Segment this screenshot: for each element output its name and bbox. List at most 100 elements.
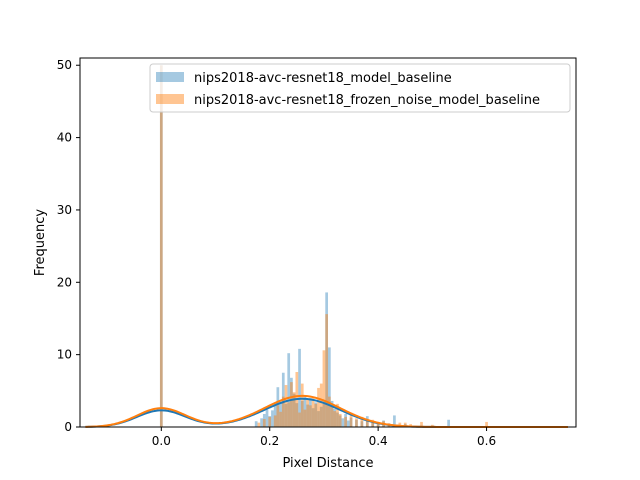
bar-series-1 xyxy=(376,422,380,427)
bar-series-1 xyxy=(403,422,407,427)
bar-series-0 xyxy=(325,292,328,427)
x-tick-label: 0.0 xyxy=(152,434,171,448)
bar-series-0 xyxy=(298,348,301,427)
bar-series-1 xyxy=(262,419,266,427)
bar-series-0 xyxy=(311,408,315,427)
bar-series-0 xyxy=(273,403,277,427)
bar-series-0 xyxy=(303,395,307,427)
y-axis-label: Frequency xyxy=(33,209,48,276)
y-tick-label: 50 xyxy=(57,58,72,72)
bar-series-0 xyxy=(309,398,312,427)
bar-series-0 xyxy=(330,400,334,427)
y-tick-label: 40 xyxy=(57,131,72,145)
bar-series-1 xyxy=(333,411,337,427)
y-tick-label: 20 xyxy=(57,275,72,289)
bar-series-0 xyxy=(279,401,282,427)
bar-series-1 xyxy=(292,392,296,427)
bar-series-0 xyxy=(317,411,320,427)
bar-series-1 xyxy=(279,411,282,427)
axes-frame xyxy=(79,57,577,428)
bar-series-1 xyxy=(276,405,280,427)
bar-series-1 xyxy=(317,387,320,427)
legend-swatch-model-baseline xyxy=(156,72,184,82)
bar-series-1 xyxy=(336,403,339,427)
x-axis-label: Pixel Distance xyxy=(282,456,373,471)
x-tick-label: 0.6 xyxy=(477,434,496,448)
bar-series-0 xyxy=(336,412,339,427)
bar-series-1 xyxy=(311,398,315,427)
bar-series-0 xyxy=(371,421,375,427)
legend-label-frozen-noise-model-baseline: nips2018-avc-resnet18_frozen_noise_model… xyxy=(194,93,540,108)
bar-series-0 xyxy=(300,400,304,427)
bar-series-0 xyxy=(355,419,358,427)
bar-series-0 xyxy=(287,353,291,427)
bar-series-1 xyxy=(268,416,272,427)
bar-series-0 xyxy=(292,393,296,427)
y-tick-label: 10 xyxy=(57,348,72,362)
bar-series-0 xyxy=(447,419,450,427)
bar-series-1 xyxy=(257,422,261,427)
bar-series-1 xyxy=(485,421,488,427)
bar-series-1 xyxy=(284,385,288,427)
bar-series-0 xyxy=(159,65,163,427)
bar-series-0 xyxy=(393,415,396,427)
bar-series-1 xyxy=(360,416,364,427)
bar-series-1 xyxy=(325,314,328,427)
bar-series-0 xyxy=(341,418,345,427)
bar-series-0 xyxy=(319,406,323,427)
bar-series-1 xyxy=(371,419,375,427)
bar-series-1 xyxy=(319,383,323,427)
bar-series-1 xyxy=(300,383,304,427)
bar-series-0 xyxy=(260,418,263,427)
bar-series-0 xyxy=(262,413,266,427)
bar-series-1 xyxy=(287,402,291,427)
bar-series-0 xyxy=(338,415,342,427)
bar-series-1 xyxy=(349,412,353,427)
bar-series-0 xyxy=(271,410,274,427)
x-axis-ticks: 0.0 0.2 0.4 0.6 xyxy=(152,427,496,448)
bar-series-0 xyxy=(333,408,337,427)
legend-swatch-frozen-noise-model-baseline xyxy=(156,94,184,104)
bar-series-0 xyxy=(290,377,293,427)
bar-series-1 xyxy=(338,413,342,427)
x-tick-label: 0.4 xyxy=(369,434,388,448)
bar-series-0 xyxy=(295,403,299,427)
bar-series-0 xyxy=(344,413,347,427)
bar-series-0 xyxy=(284,403,288,427)
y-tick-label: 0 xyxy=(64,420,72,434)
legend: nips2018-avc-resnet18_model_baseline nip… xyxy=(149,63,571,113)
bar-series-0 xyxy=(306,404,310,427)
bar-series-0 xyxy=(365,416,369,427)
bar-series-1 xyxy=(290,382,293,427)
bar-series-0 xyxy=(328,347,331,427)
bar-series-1 xyxy=(281,396,285,427)
bar-series-0 xyxy=(346,420,350,427)
bar-series-1 xyxy=(298,412,301,427)
bar-series-1 xyxy=(355,418,358,427)
bar-series-1 xyxy=(365,421,369,427)
bar-series-1 xyxy=(420,421,423,427)
bars-layer xyxy=(159,65,488,427)
bar-series-0 xyxy=(360,421,364,427)
bar-series-0 xyxy=(265,409,269,427)
y-tick-label: 30 xyxy=(57,203,72,217)
bar-series-1 xyxy=(322,350,326,427)
bar-series-0 xyxy=(376,422,380,427)
bar-series-1 xyxy=(309,405,312,427)
bar-series-1 xyxy=(314,403,318,427)
bar-series-1 xyxy=(303,409,307,427)
bar-series-0 xyxy=(254,421,258,427)
bar-series-1 xyxy=(330,405,334,427)
bar-series-1 xyxy=(273,415,277,427)
bar-series-0 xyxy=(314,402,318,427)
bar-series-0 xyxy=(322,403,326,427)
bar-series-0 xyxy=(268,416,272,427)
bar-series-1 xyxy=(344,416,347,427)
y-axis-ticks: 0 10 20 30 40 50 xyxy=(57,58,80,434)
bar-series-1 xyxy=(398,422,402,427)
bar-series-1 xyxy=(328,396,331,427)
bar-series-1 xyxy=(159,65,163,427)
x-tick-label: 0.2 xyxy=(260,434,279,448)
bar-series-0 xyxy=(349,417,353,427)
